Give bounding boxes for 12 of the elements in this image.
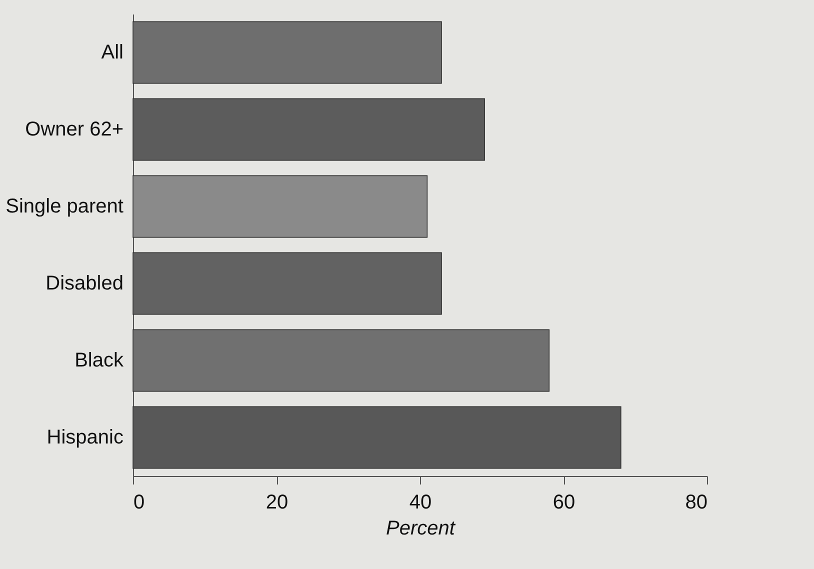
y-tick-label: Hispanic	[46, 426, 124, 448]
y-tick-label: Owner 62+	[25, 118, 124, 140]
x-axis-title: Percent	[386, 518, 456, 540]
x-tick-label: 0	[134, 492, 145, 514]
x-tick-label: 80	[685, 492, 708, 514]
y-tick-label: All	[101, 42, 124, 64]
y-tick-label: Black	[74, 350, 124, 372]
x-tick-label: 20	[266, 492, 288, 514]
x-tick-label: 40	[409, 492, 432, 514]
y-tick-label: Single parent	[6, 196, 124, 218]
y-tick-label: Disabled	[46, 272, 124, 294]
x-tick-label: 60	[552, 492, 576, 514]
